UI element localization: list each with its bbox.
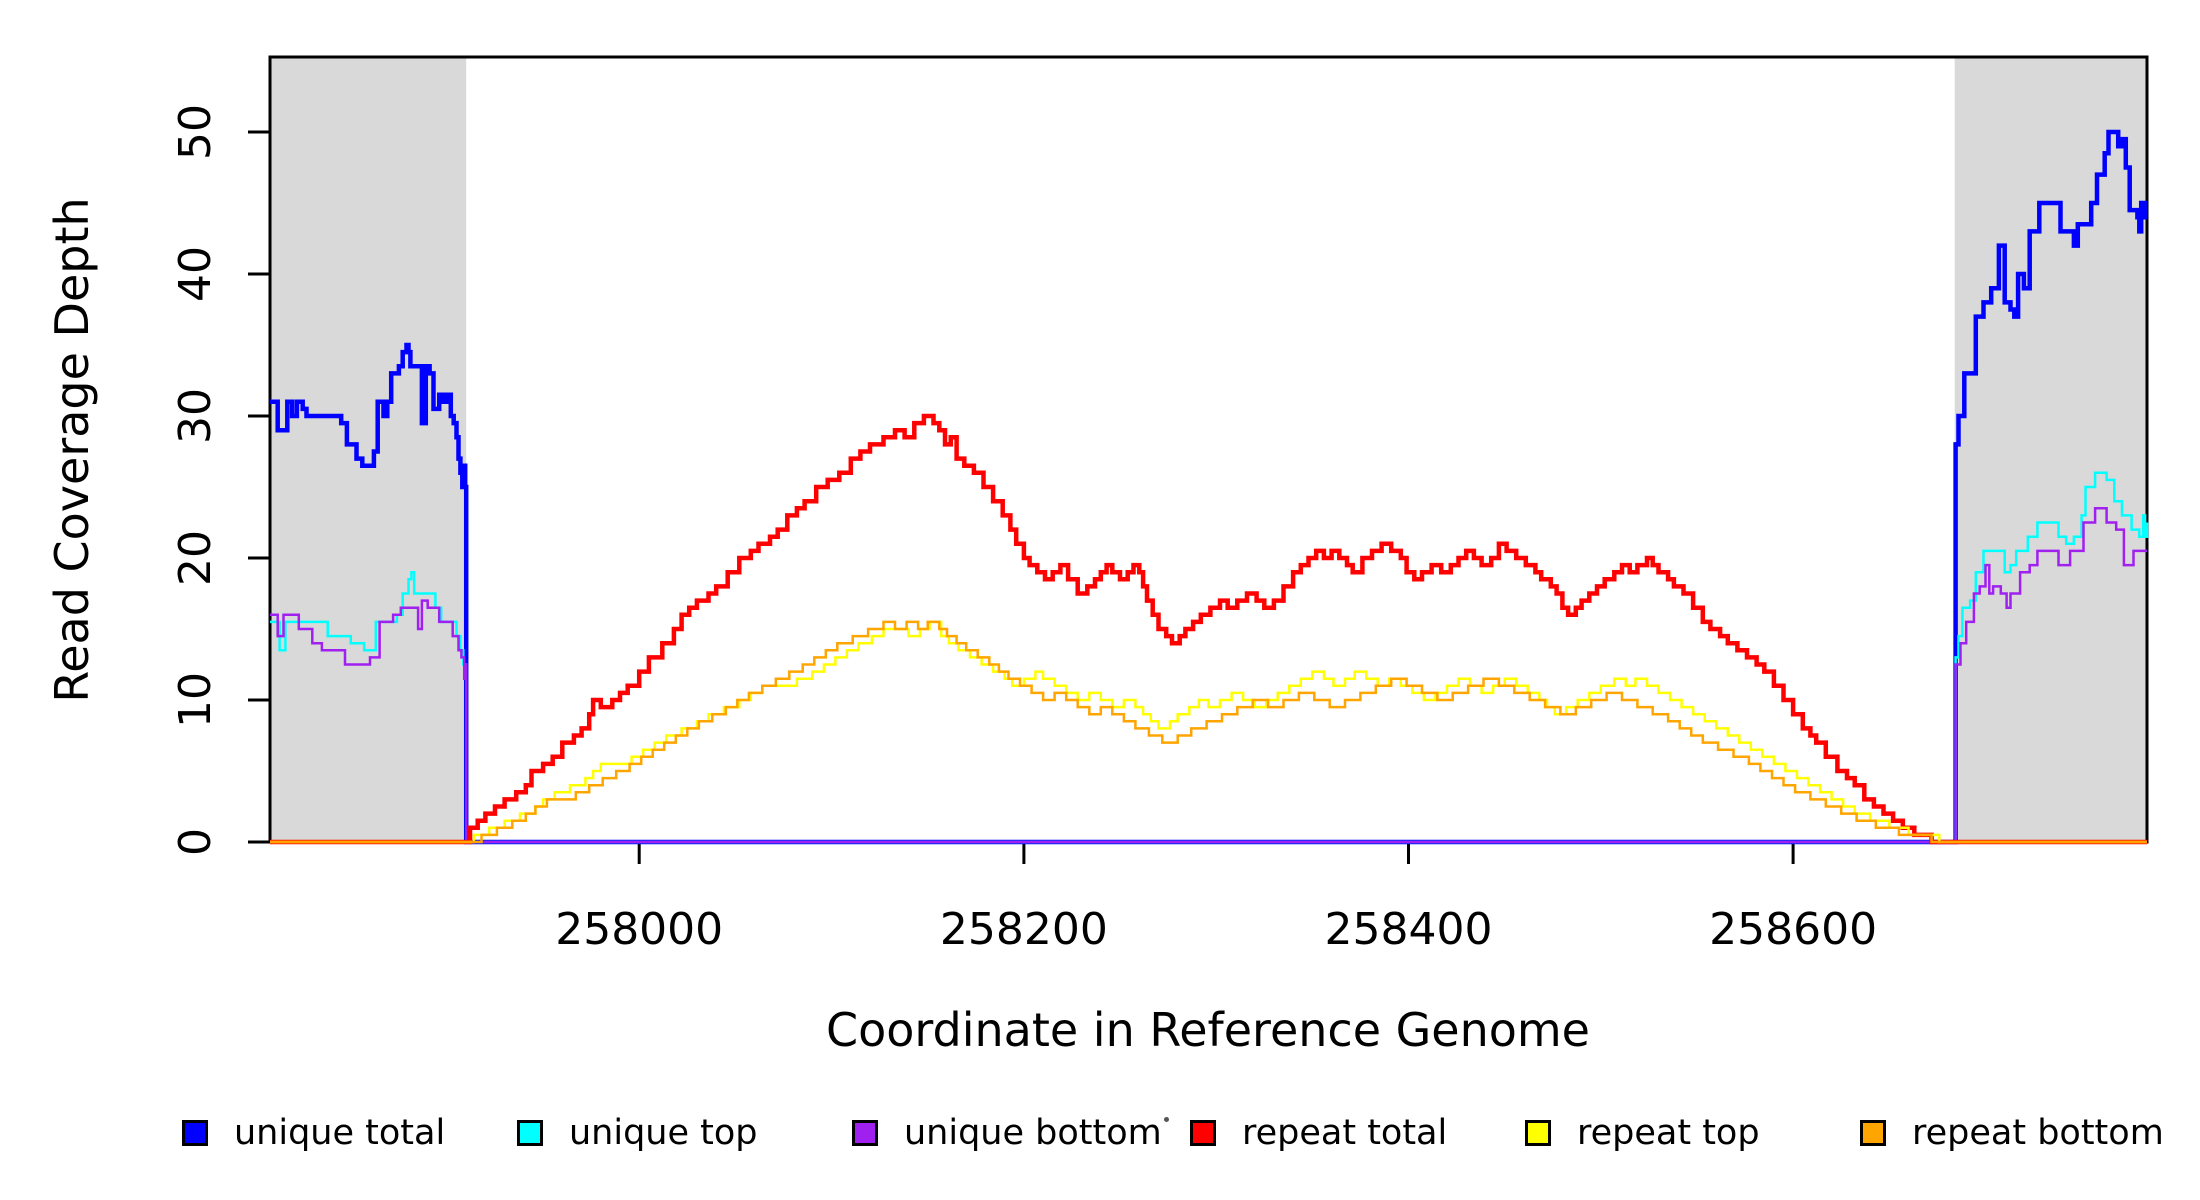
shaded-regions bbox=[270, 57, 2147, 842]
shaded-region-right bbox=[1954, 57, 2147, 842]
legend-label-repeat-top: repeat top bbox=[1577, 1113, 1760, 1153]
series-line-unique-bottom bbox=[270, 507, 2147, 844]
legend-label-unique-total: unique total bbox=[234, 1113, 446, 1153]
plot-frame bbox=[268, 55, 2149, 844]
legend-swatch-repeat-total bbox=[1190, 1120, 1216, 1146]
x-tick-label-258400: 258400 bbox=[1325, 904, 1493, 955]
shaded-region-left bbox=[270, 57, 467, 842]
stray-dot bbox=[1164, 1117, 1169, 1122]
legend-label-repeat-bottom: repeat bottom bbox=[1912, 1113, 2164, 1153]
legend-item-repeat-total: repeat total bbox=[1190, 1113, 1448, 1153]
series-line-repeat-bottom bbox=[270, 620, 2147, 844]
legend-item-repeat-top: repeat top bbox=[1525, 1113, 1760, 1153]
x-tick-label-258600: 258600 bbox=[1709, 904, 1877, 955]
series-line-repeat-top bbox=[270, 620, 2147, 844]
legend-item-unique-top: unique top bbox=[517, 1113, 758, 1153]
series-line-repeat-total bbox=[270, 413, 2147, 845]
legend-item-unique-total: unique total bbox=[182, 1113, 446, 1153]
series-line-unique-total bbox=[270, 129, 2148, 845]
series-lines bbox=[270, 129, 2149, 845]
chart-legend: unique total unique top unique bottom repea… bbox=[0, 1113, 2200, 1156]
y-tick-label-30: 30 bbox=[170, 388, 221, 444]
legend-item-unique-bottom: unique bottom bbox=[852, 1113, 1162, 1153]
y-tick-label-40: 40 bbox=[170, 246, 221, 302]
y-axis-title: Read Coverage Depth bbox=[45, 197, 99, 702]
legend-swatch-unique-total bbox=[182, 1120, 208, 1146]
series-line-unique-top bbox=[270, 471, 2149, 844]
legend-swatch-unique-bottom bbox=[852, 1120, 878, 1146]
legend-label-repeat-total: repeat total bbox=[1242, 1113, 1448, 1153]
x-axis-title: Coordinate in Reference Genome bbox=[826, 1003, 1590, 1057]
legend-item-repeat-bottom: repeat bottom bbox=[1860, 1113, 2164, 1153]
y-tick-label-50: 50 bbox=[170, 104, 221, 160]
y-tick-label-10: 10 bbox=[170, 672, 221, 728]
y-tick-label-20: 20 bbox=[170, 530, 221, 586]
legend-swatch-unique-top bbox=[517, 1120, 543, 1146]
legend-swatch-repeat-bottom bbox=[1860, 1120, 1886, 1146]
x-tick-label-258200: 258200 bbox=[940, 904, 1108, 955]
x-tick-label-258000: 258000 bbox=[555, 904, 723, 955]
axes: 258000 258200 258400 258600 0 10 20 30 40 50 bbox=[170, 55, 2149, 955]
legend-label-unique-top: unique top bbox=[569, 1113, 758, 1153]
y-tick-label-0: 0 bbox=[170, 828, 221, 856]
legend-label-unique-bottom: unique bottom bbox=[904, 1113, 1162, 1153]
legend-swatch-repeat-top bbox=[1525, 1120, 1551, 1146]
